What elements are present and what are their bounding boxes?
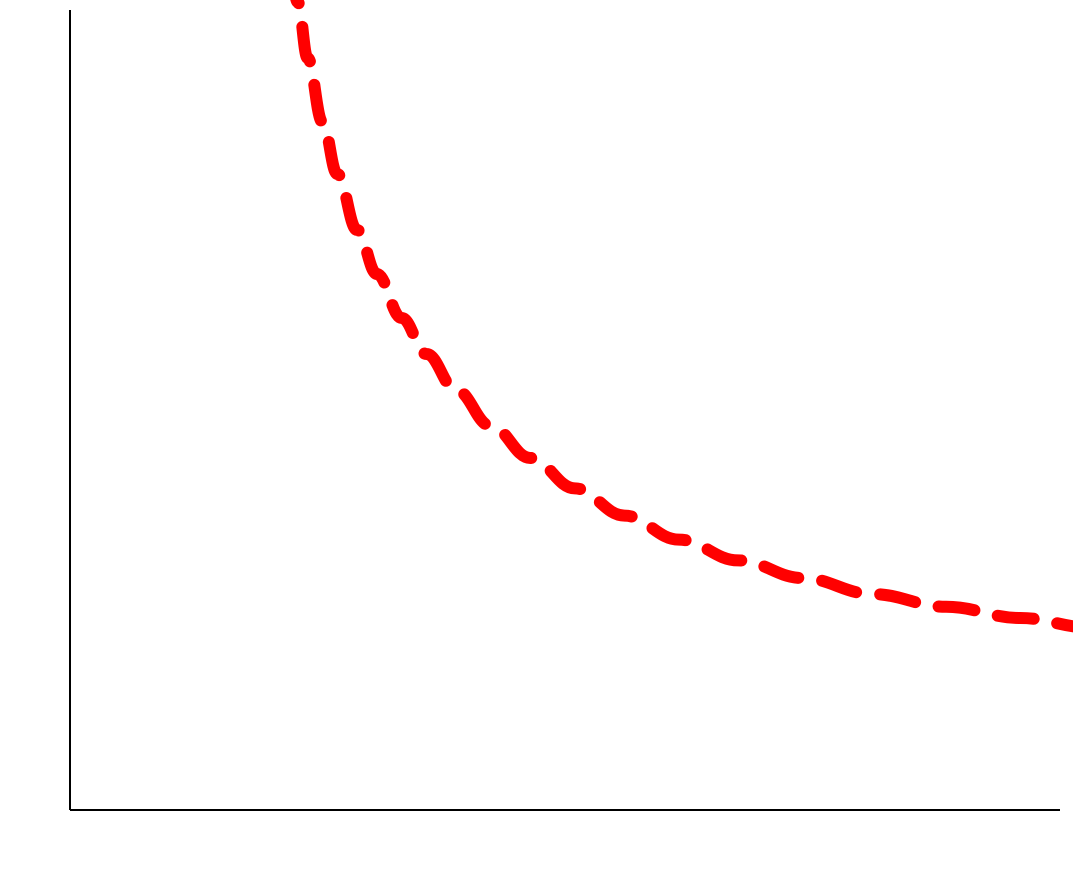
line-chart [0,0,1073,886]
chart-background [0,0,1073,886]
